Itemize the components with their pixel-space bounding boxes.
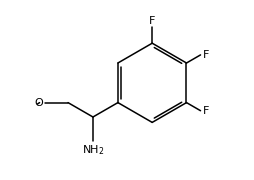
Text: O: O	[35, 98, 43, 108]
Text: F: F	[203, 50, 209, 60]
Text: NH$_2$: NH$_2$	[82, 143, 104, 157]
Text: F: F	[149, 15, 155, 26]
Text: F: F	[203, 106, 209, 116]
